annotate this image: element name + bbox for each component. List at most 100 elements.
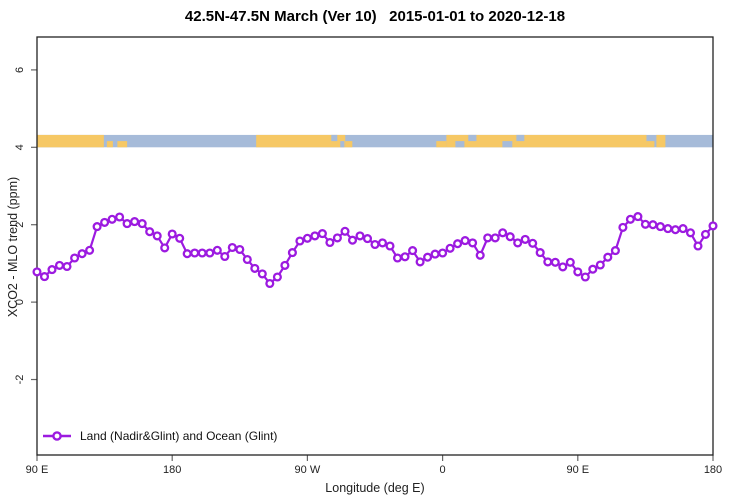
data-point [310, 231, 320, 241]
data-point [505, 232, 515, 242]
data-point [227, 242, 237, 253]
data-point [362, 234, 373, 244]
data-point [423, 252, 433, 262]
data-point [280, 260, 290, 270]
data-point [385, 241, 395, 251]
data-point [640, 219, 650, 229]
data-point [708, 221, 718, 231]
data-point [400, 252, 410, 262]
land-band-segment [37, 134, 104, 148]
chart-title: 42.5N-47.5N March (Ver 10) 2015-01-01 to… [184, 8, 566, 25]
data-point [700, 229, 711, 239]
data-point [220, 251, 230, 262]
ocean-band-patch [502, 141, 513, 148]
ocean-band-patch [516, 134, 525, 142]
plot-border [36, 36, 714, 456]
data-point [550, 257, 560, 267]
data-point [415, 257, 425, 267]
data-point [32, 267, 42, 277]
x-tick-label: 0 [440, 464, 446, 476]
data-point [107, 214, 117, 224]
data-point [520, 234, 530, 244]
data-point [633, 212, 643, 222]
data-point [453, 239, 463, 249]
data-point [47, 265, 57, 275]
data-point [543, 257, 553, 267]
data-point [160, 243, 170, 253]
y-tick-label: 4 [14, 144, 26, 150]
data-point [588, 264, 598, 274]
data-point [408, 246, 418, 256]
ocean-band-patch [455, 141, 465, 148]
data-point [558, 262, 568, 272]
data-point [355, 231, 365, 241]
data-point [475, 250, 485, 260]
land-band-segment [646, 141, 655, 148]
data-point [670, 225, 680, 235]
data-point [175, 233, 185, 243]
data-point [265, 278, 275, 289]
ocean-band-patch [340, 141, 345, 148]
data-point [595, 260, 605, 270]
x-tick-label: 90 E [566, 464, 589, 476]
x-tick-label: 90 W [295, 464, 321, 476]
data-point [182, 249, 192, 259]
data-point [190, 248, 200, 258]
x-axis-label: Longitude (deg E) [325, 481, 425, 495]
data-point [332, 233, 342, 243]
data-point [122, 219, 132, 229]
data-point [573, 267, 583, 277]
data-point [317, 229, 327, 239]
data-point [392, 253, 403, 263]
y-tick-label: 2 [14, 222, 26, 228]
data-point [490, 233, 500, 243]
data-point [528, 238, 538, 248]
data-point [655, 222, 665, 232]
legend-circle-icon [52, 431, 62, 441]
data-point [468, 238, 478, 248]
data-point [663, 224, 673, 234]
ocean-band-patch [468, 134, 477, 142]
data-point [167, 229, 177, 239]
y-tick-label: 0 [14, 299, 26, 305]
data-point [242, 254, 252, 265]
data-point [62, 261, 72, 272]
data-point [513, 238, 523, 248]
data-point [197, 248, 207, 258]
data-point [205, 248, 215, 258]
data-point [70, 253, 80, 263]
data-point [678, 224, 688, 234]
data-point [325, 237, 335, 248]
data-point [115, 212, 125, 222]
land-band-segment [446, 134, 647, 148]
x-tick-label: 90 E [26, 464, 49, 476]
x-tick-label: 180 [704, 464, 722, 476]
data-point [77, 249, 87, 259]
y-tick-label: 6 [14, 67, 26, 73]
data-point [580, 272, 590, 282]
data-point [625, 214, 635, 224]
data-point [648, 220, 658, 230]
data-point [483, 233, 493, 243]
data-point [603, 252, 613, 262]
x-tick-label: 180 [163, 464, 181, 476]
data-point [498, 228, 508, 238]
y-tick-label: -2 [14, 375, 26, 385]
data-point [535, 248, 545, 258]
data-point [250, 263, 260, 273]
land-band-segment [345, 141, 353, 148]
data-point [130, 217, 140, 227]
data-point [430, 249, 440, 259]
data-point [685, 228, 696, 238]
data-point [610, 246, 620, 256]
data-point [287, 248, 297, 258]
data-point [235, 244, 245, 255]
data-point [693, 241, 703, 251]
legend-label: Land (Nadir&Glint) and Ocean (Glint) [80, 429, 278, 443]
data-point [565, 257, 575, 267]
data-point [100, 217, 110, 227]
data-point [295, 236, 305, 246]
data-point [618, 222, 628, 232]
